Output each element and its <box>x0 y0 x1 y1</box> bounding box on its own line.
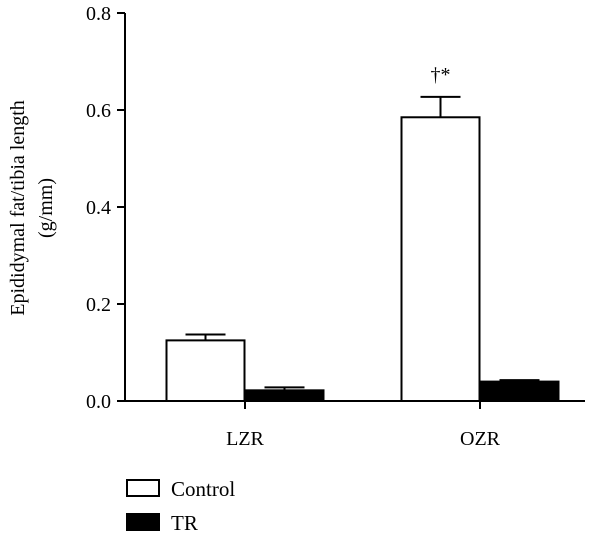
legend-label: Control <box>171 477 235 501</box>
legend-item: Control <box>126 477 235 501</box>
y-tick-label: 0.0 <box>86 391 111 413</box>
legend-swatch <box>126 479 160 497</box>
bar-control-lzr <box>165 339 246 402</box>
legend-item: TR <box>126 511 198 535</box>
legend-label: TR <box>171 511 198 535</box>
bar-tr-lzr <box>244 389 325 402</box>
legend: Control TR <box>126 477 235 535</box>
y-tick-label: 0.8 <box>86 3 111 25</box>
significance-annotation: †* <box>431 64 451 86</box>
y-tick-label: 0.2 <box>86 294 111 316</box>
plot-area: 0.0 0.2 0.4 0.6 0.8 LZR OZR †* <box>86 3 585 450</box>
y-axis-title: Epididymal fat/tibia length (g/mm) <box>7 100 57 316</box>
x-tick-label: OZR <box>460 428 501 450</box>
bar-control-ozr <box>400 116 481 403</box>
x-tick-label: LZR <box>226 428 264 450</box>
y-axis-title-line2: (g/mm) <box>35 178 57 238</box>
y-axis-title-line1: Epididymal fat/tibia length <box>7 100 29 316</box>
y-tick-label: 0.4 <box>86 197 111 219</box>
bar-tr-ozr <box>479 380 560 403</box>
legend-swatch <box>126 513 160 531</box>
y-tick-label: 0.6 <box>86 100 111 122</box>
